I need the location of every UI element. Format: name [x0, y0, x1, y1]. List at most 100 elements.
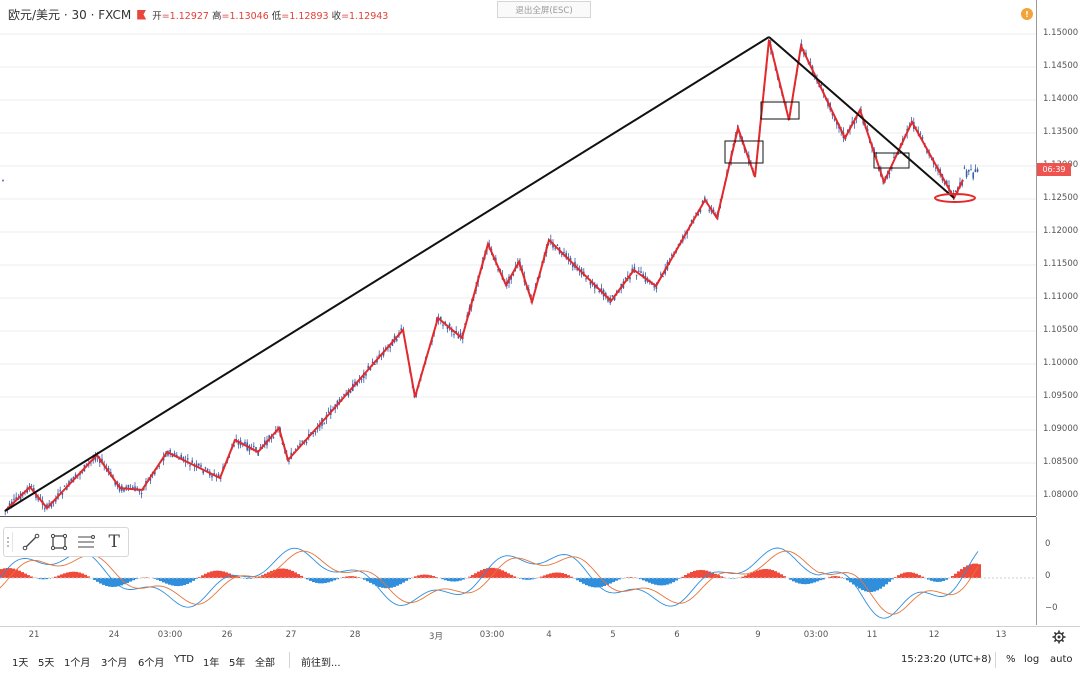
- histogram-bar: [807, 578, 810, 584]
- alert-icon[interactable]: !: [1021, 8, 1033, 20]
- histogram-bar: [543, 575, 546, 578]
- oscillator-scale[interactable]: 0 0 −0: [1036, 517, 1080, 625]
- histogram-bar: [906, 572, 909, 578]
- histogram-bar: [615, 578, 618, 581]
- range-1d-button[interactable]: 1天: [12, 658, 29, 669]
- low-value: =1.12893: [281, 10, 329, 22]
- histogram-bar: [507, 573, 510, 578]
- candle-body: [374, 364, 376, 366]
- macd-pane: [0, 547, 1036, 619]
- auto-toggle[interactable]: auto: [1050, 654, 1073, 665]
- range-1m-button[interactable]: 1个月: [64, 658, 91, 669]
- histogram-bar: [873, 578, 876, 592]
- drag-handle[interactable]: [4, 532, 13, 552]
- histogram-bar: [528, 578, 531, 580]
- histogram-bar: [327, 578, 330, 583]
- consolidation-box[interactable]: [760, 101, 800, 120]
- range-6m-button[interactable]: 6个月: [138, 658, 165, 669]
- histogram-bar: [222, 571, 225, 578]
- rectangle-tool[interactable]: [45, 528, 73, 556]
- range-3m-button[interactable]: 3个月: [101, 658, 128, 669]
- candle-body: [206, 468, 209, 471]
- histogram-bar: [396, 578, 399, 586]
- log-toggle[interactable]: log: [1024, 654, 1040, 665]
- range-1y-button[interactable]: 1年: [203, 658, 220, 669]
- highlight-ellipse[interactable]: [934, 193, 976, 203]
- candle-body: [512, 273, 515, 276]
- text-tool[interactable]: T: [100, 528, 128, 556]
- histogram-bar: [549, 573, 552, 578]
- histogram-bar: [405, 578, 408, 581]
- histogram-bar: [231, 574, 234, 578]
- histogram-bar: [909, 572, 912, 578]
- time-tick-label: 26: [221, 630, 233, 640]
- range-all-button[interactable]: 全部: [255, 658, 275, 669]
- histogram-bar: [717, 575, 720, 578]
- histogram-bar: [696, 570, 699, 578]
- histogram-bar: [846, 578, 849, 581]
- histogram-bar: [468, 576, 471, 578]
- clock-timezone[interactable]: 15:23:20 (UTC+8): [901, 654, 992, 665]
- candle-body: [180, 454, 182, 459]
- histogram-bar: [195, 578, 198, 580]
- fib-tool[interactable]: [72, 528, 100, 556]
- flag-icon[interactable]: [137, 9, 147, 20]
- candle-body: [15, 497, 17, 500]
- histogram-bar: [774, 571, 777, 578]
- goto-date-button[interactable]: 前往到...: [301, 658, 341, 669]
- candle-body: [101, 458, 103, 462]
- range-5y-button[interactable]: 5年: [229, 658, 246, 669]
- histogram-bar: [0, 569, 3, 578]
- candle-body: [367, 365, 369, 369]
- chart-canvas[interactable]: [0, 0, 1036, 626]
- histogram-bar: [525, 578, 528, 580]
- histogram-bar: [42, 578, 45, 580]
- histogram-bar: [567, 575, 570, 578]
- consolidation-box[interactable]: [873, 152, 910, 169]
- range-ytd-button[interactable]: YTD: [174, 654, 194, 665]
- candle-body: [338, 399, 341, 401]
- settings-gear-icon[interactable]: [1052, 630, 1066, 644]
- histogram-bar: [54, 576, 57, 578]
- histogram-bar: [534, 578, 537, 579]
- histogram-bar: [921, 576, 924, 578]
- consolidation-box[interactable]: [724, 140, 764, 164]
- histogram-bar: [954, 573, 957, 578]
- histogram-bar: [447, 578, 450, 581]
- histogram-bar: [930, 578, 933, 581]
- percent-toggle[interactable]: %: [1006, 654, 1016, 665]
- candle-body: [587, 275, 589, 277]
- exit-fullscreen-button[interactable]: 退出全屏(ESC): [497, 1, 591, 18]
- candle-body: [631, 268, 633, 273]
- histogram-bar: [174, 578, 177, 587]
- candle-body: [217, 474, 220, 478]
- range-5d-button[interactable]: 5天: [38, 658, 55, 669]
- histogram-bar: [426, 574, 429, 578]
- candle-body: [46, 504, 48, 509]
- histogram-bar: [600, 578, 603, 587]
- candle-body: [169, 449, 171, 453]
- candle-body: [2, 179, 4, 181]
- candle-body: [211, 475, 213, 478]
- trend-line-tool[interactable]: [17, 528, 45, 556]
- histogram-bar: [504, 571, 507, 578]
- candle-body: [204, 467, 207, 469]
- histogram-bar: [189, 578, 192, 583]
- pane-separator[interactable]: [0, 516, 1036, 517]
- price-scale[interactable]: 1.150001.145001.140001.135001.130001.125…: [1036, 0, 1080, 516]
- histogram-bar: [105, 578, 108, 586]
- price-tick-label: 1.09500: [1043, 391, 1079, 401]
- symbol-label[interactable]: 欧元/美元 · 30 · FXCM: [8, 8, 132, 22]
- downtrend-line[interactable]: [768, 36, 955, 199]
- histogram-bar: [69, 571, 72, 578]
- histogram-bar: [606, 578, 609, 585]
- time-tick-label: 28: [349, 630, 361, 640]
- uptrend-line[interactable]: [4, 36, 770, 512]
- osc-tick: 0: [1045, 539, 1051, 549]
- histogram-bar: [132, 578, 135, 581]
- histogram-bar: [207, 572, 210, 578]
- histogram-bar: [477, 571, 480, 578]
- histogram-bar: [6, 568, 9, 578]
- histogram-bar: [378, 578, 381, 587]
- zigzag-overlay[interactable]: [4, 39, 964, 512]
